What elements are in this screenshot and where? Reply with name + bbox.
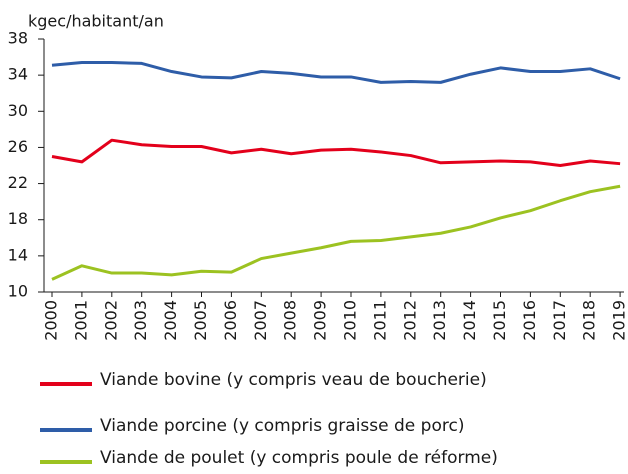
y-tick-label: 34 (8, 65, 28, 84)
y-tick-label: 30 (8, 101, 28, 120)
y-tick-label: 38 (8, 29, 28, 48)
x-tick-label: 2017 (550, 300, 569, 341)
x-tick-label: 2006 (221, 300, 240, 341)
x-tick-label: 2005 (191, 300, 210, 341)
x-tick-label: 2004 (161, 300, 180, 341)
x-tick-label: 2010 (341, 300, 360, 341)
legend-label: Viande de poulet (y compris poule de réf… (100, 448, 498, 468)
x-tick-label: 2018 (580, 300, 599, 341)
series-line (51, 60, 621, 84)
y-tick-label: 22 (8, 173, 28, 192)
y-tick-label: 14 (8, 245, 28, 264)
x-tick-label: 2015 (490, 300, 509, 341)
x-tick-label: 2014 (460, 300, 479, 341)
x-tick-label: 2003 (131, 300, 150, 341)
x-tick-label: 2008 (281, 300, 300, 341)
y-tick-label: 26 (8, 137, 28, 156)
series-line (51, 138, 621, 167)
legend-label: Viande porcine (y compris graisse de por… (100, 416, 464, 436)
x-tick-label: 2012 (400, 300, 419, 341)
x-tick-label: 2009 (311, 300, 330, 341)
x-tick-label: 2011 (370, 300, 389, 341)
series-line (51, 184, 621, 281)
x-tick-label: 2013 (430, 300, 449, 341)
x-tick-label: 2019 (610, 300, 628, 341)
x-tick-label: 2001 (71, 300, 90, 341)
x-tick-label: 2002 (101, 300, 120, 341)
x-tick-label: 2007 (251, 300, 270, 341)
x-tick-label: 2000 (42, 300, 61, 341)
y-tick-label: 18 (8, 209, 28, 228)
y-axis-label: kgec/habitant/an (28, 12, 164, 31)
legend-label: Viande bovine (y compris veau de boucher… (100, 370, 487, 390)
y-tick-label: 10 (8, 282, 28, 301)
x-tick-label: 2016 (520, 300, 539, 341)
